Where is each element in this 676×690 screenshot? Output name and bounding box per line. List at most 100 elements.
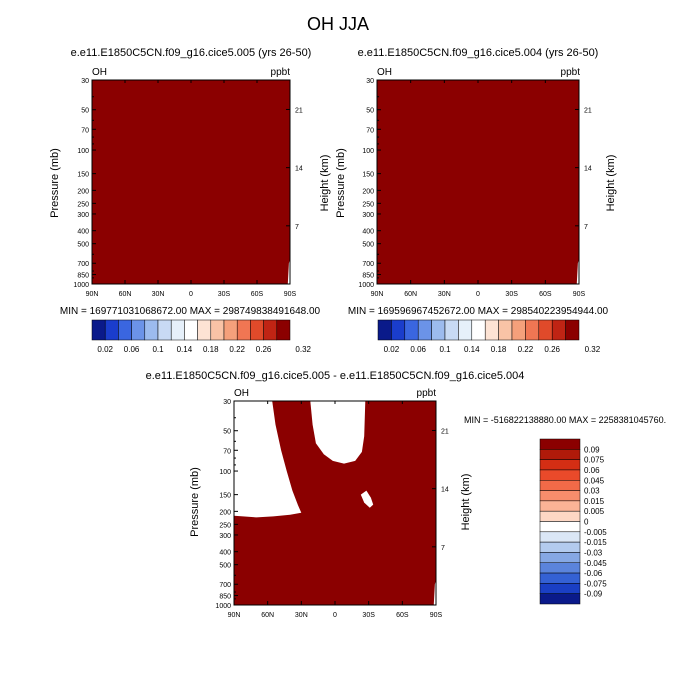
y-tick-label: 700: [77, 261, 89, 268]
x-tick-label: 30S: [218, 291, 231, 298]
y-tick-label: 70: [81, 127, 89, 134]
x-tick-label: 90S: [573, 291, 586, 298]
colorbar-box: [377, 319, 392, 341]
y-tick-label: 500: [219, 563, 231, 570]
colorbar-box: [538, 319, 553, 341]
colorbar-box: [539, 562, 581, 574]
colorbar-label: 0.02: [97, 345, 113, 354]
y-tick-label: 200: [362, 188, 374, 195]
y-tick-label: 500: [77, 242, 89, 249]
colorbar-box: [539, 490, 581, 502]
colorbar-label: 0.18: [491, 345, 507, 354]
y-tick-label: 30: [81, 78, 89, 85]
colorbar-box: [539, 552, 581, 563]
colorbar-label: 0.1: [439, 345, 451, 354]
y-tick-label: 1000: [215, 603, 231, 610]
x-tick-label: 60S: [539, 291, 552, 298]
colorbar-label: -0.06: [584, 569, 603, 578]
colorbar-box: [551, 319, 566, 341]
y-tick-label: 70: [366, 127, 374, 134]
y-tick-label: 250: [362, 201, 374, 208]
colorbar-label: 0.14: [464, 345, 480, 354]
panel-3-near-zero-region-2: [310, 401, 366, 464]
colorbar-label: 0.02: [384, 345, 400, 354]
panel-1-field: [92, 80, 290, 284]
colorbar-box: [498, 319, 513, 341]
colorbar-box: [223, 319, 238, 341]
colorbar-label: 0.26: [544, 345, 560, 354]
y-tick-label: 150: [77, 172, 89, 179]
panel-1-ylabel-right: Height (km): [319, 155, 331, 212]
colorbar-label: 0.09: [584, 445, 600, 454]
colorbar-box: [118, 319, 132, 341]
y-tick-label: 500: [362, 242, 374, 249]
colorbar-label: 0.005: [584, 507, 605, 516]
y-tick-label: 200: [219, 509, 231, 516]
y-tick-label: 300: [77, 212, 89, 219]
x-tick-label: 0: [333, 612, 337, 619]
colorbar-label: 0.32: [585, 345, 601, 354]
colorbar-box: [539, 459, 581, 471]
x-tick-label: 90N: [371, 291, 384, 298]
x-tick-label: 30S: [505, 291, 518, 298]
x-tick-label: 90N: [86, 291, 99, 298]
colorbar-box: [539, 541, 581, 553]
y-right-tick-label: 21: [295, 107, 303, 114]
colorbar-box: [431, 319, 446, 341]
panel-3: e.e11.E1850C5CN.f09_g16.cice5.005 - e.e1…: [146, 370, 667, 619]
y-tick-label: 100: [77, 148, 89, 155]
y-right-tick-label: 7: [441, 545, 445, 552]
colorbar-box: [539, 500, 581, 512]
colorbar-box: [104, 319, 119, 341]
panel-1-left-label: OH: [92, 67, 107, 78]
x-tick-label: 30S: [362, 612, 375, 619]
colorbar-box: [539, 510, 581, 522]
x-tick-label: 60N: [404, 291, 417, 298]
x-tick-label: 90N: [228, 612, 241, 619]
y-tick-label: 400: [77, 229, 89, 236]
figure-title: OH JJA: [307, 14, 369, 34]
x-tick-label: 60N: [261, 612, 274, 619]
panel-1-ylabel: Pressure (mb): [49, 148, 61, 218]
colorbar-box: [539, 521, 581, 533]
y-tick-label: 200: [77, 188, 89, 195]
panel-3-near-zero-region-1: [234, 401, 302, 518]
y-tick-label: 400: [219, 550, 231, 557]
panel-2-left-label: OH: [377, 67, 392, 78]
colorbar-box: [471, 319, 486, 341]
colorbar-label: 0.14: [177, 345, 193, 354]
colorbar-box: [444, 319, 459, 341]
panel-2-ylabel: Pressure (mb): [335, 148, 347, 218]
y-tick-label: 850: [77, 273, 89, 280]
colorbar-box: [417, 319, 432, 341]
panel-1-title: e.e11.E1850C5CN.f09_g16.cice5.005 (yrs 2…: [71, 47, 312, 59]
panel-1: e.e11.E1850C5CN.f09_g16.cice5.005 (yrs 2…: [49, 47, 331, 354]
panel-2-stats: MIN = 169596967452672.00 MAX = 298540223…: [348, 306, 609, 317]
colorbar-label: 0.06: [584, 466, 600, 475]
y-tick-label: 100: [219, 469, 231, 476]
colorbar-label: 0.075: [584, 456, 605, 465]
x-tick-label: 60S: [251, 291, 264, 298]
colorbar-box: [197, 319, 212, 341]
y-right-tick-label: 14: [584, 166, 592, 173]
x-tick-label: 30N: [295, 612, 308, 619]
colorbar-label: 0: [584, 518, 589, 527]
colorbar-label: 0.06: [410, 345, 426, 354]
colorbar-box: [539, 572, 581, 584]
y-tick-label: 70: [223, 448, 231, 455]
panel-2-ylabel-right: Height (km): [605, 155, 617, 212]
colorbar-label: 0.26: [256, 345, 272, 354]
x-tick-label: 90S: [430, 612, 443, 619]
colorbar-box: [276, 319, 291, 341]
x-tick-label: 0: [476, 291, 480, 298]
colorbar-label: 0.22: [518, 345, 534, 354]
y-tick-label: 30: [223, 399, 231, 406]
colorbar-label: 0.18: [203, 345, 219, 354]
colorbar-box: [144, 319, 159, 341]
y-tick-label: 30: [366, 78, 374, 85]
y-tick-label: 700: [362, 261, 374, 268]
colorbar-box: [157, 319, 172, 341]
x-tick-label: 0: [189, 291, 193, 298]
panel-2: e.e11.E1850C5CN.f09_g16.cice5.004 (yrs 2…: [335, 47, 617, 354]
